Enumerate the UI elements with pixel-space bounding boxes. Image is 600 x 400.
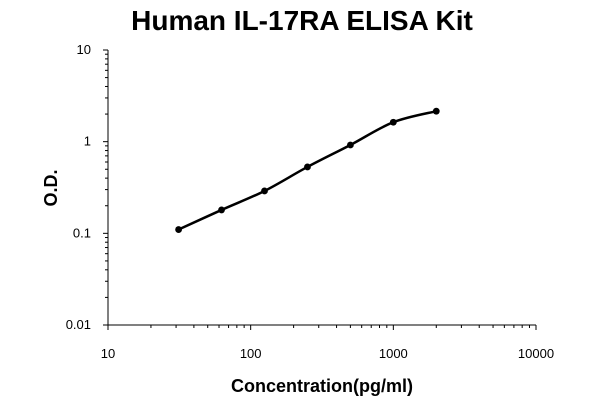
series-line [177, 109, 438, 231]
y-tick-label: 10 [77, 42, 91, 57]
tick-labels: 10 100 1000 10000 0.01 0.1 1 10 [66, 42, 554, 361]
data-point [175, 226, 182, 233]
axes [107, 50, 536, 326]
data-point [389, 118, 397, 126]
plot-layer [175, 107, 440, 233]
x-tick-label: 1000 [379, 346, 408, 361]
ticks [103, 49, 537, 330]
data-point [218, 206, 225, 214]
chart-title: Human IL-17RA ELISA Kit [131, 5, 473, 36]
data-point [304, 163, 311, 171]
y-tick-label: 1 [84, 134, 91, 149]
data-point [346, 141, 354, 149]
x-tick-label: 100 [240, 346, 262, 361]
data-point [432, 107, 440, 115]
data-point [261, 187, 268, 195]
y-axis-label: O.D. [41, 169, 61, 206]
y-tick-label: 0.01 [66, 317, 91, 332]
x-tick-label: 10000 [518, 346, 554, 361]
x-tick-label: 10 [101, 346, 115, 361]
y-tick-label: 0.1 [73, 225, 91, 240]
x-axis-label: Concentration(pg/ml) [231, 376, 413, 396]
